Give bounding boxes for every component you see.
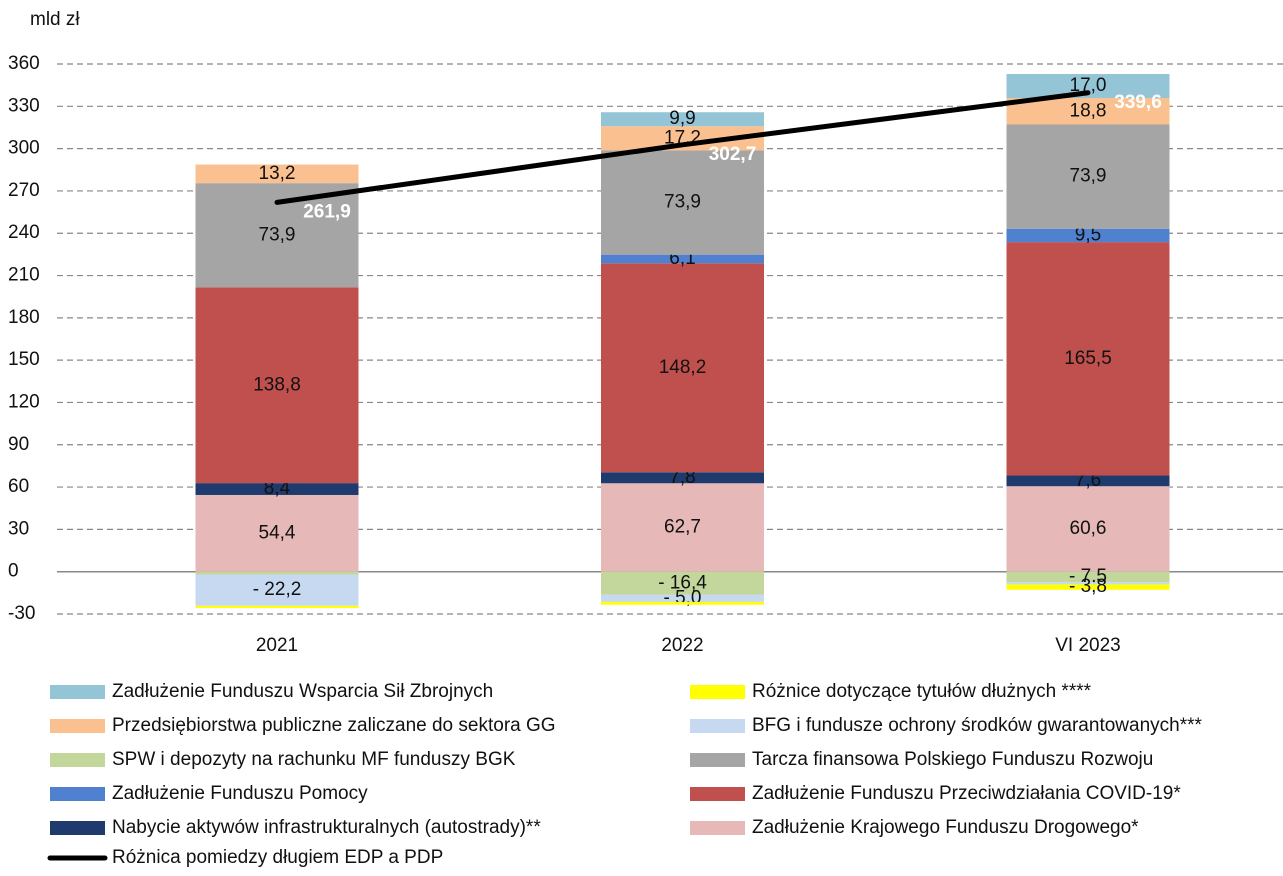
bar-segment	[1006, 475, 1170, 487]
x-tick-label: 2021	[256, 635, 298, 656]
data-label: 18,8	[1070, 100, 1107, 121]
legend-label: Nabycie aktywów infrastrukturalnych (aut…	[112, 817, 541, 838]
data-label: 8,4	[264, 478, 291, 499]
legend-label: Tarcza finansowa Polskiego Funduszu Rozw…	[752, 749, 1153, 770]
legend-swatch	[50, 753, 105, 767]
legend-label: Zadłużenie Funduszu Wsparcia Sił Zbrojny…	[112, 681, 493, 702]
bar-segment	[1006, 228, 1170, 243]
data-label: 60,6	[1070, 518, 1107, 539]
data-label: 9,9	[669, 108, 695, 129]
bar-segment	[195, 494, 359, 572]
data-label: 73,9	[259, 224, 296, 245]
legend-label: Zadłużenie Krajowego Funduszu Drogowego*	[752, 817, 1139, 838]
legend-label: BFG i fundusze ochrony środków gwarantow…	[752, 715, 1203, 736]
bar-segment	[195, 287, 359, 484]
line-label: 302,7	[709, 144, 757, 165]
y-tick-label: 0	[8, 561, 19, 582]
data-label: - 7,5	[1069, 566, 1107, 587]
bar-segment	[1006, 124, 1170, 229]
legend-label: Zadłużenie Funduszu Przeciwdziałania COV…	[752, 783, 1181, 804]
legend-label: Przedsiębiorstwa publiczne zaliczane do …	[112, 715, 556, 736]
data-label: 73,9	[1070, 166, 1107, 187]
bar-segment	[1006, 74, 1170, 98]
legend-label: SPW i depozyty na rachunku MF funduszy B…	[112, 749, 516, 770]
bar-segment	[1006, 571, 1170, 583]
legend-swatch	[690, 753, 745, 767]
bar-segment	[601, 263, 764, 473]
bar-segment	[195, 164, 359, 184]
bar-segment	[601, 254, 764, 264]
legend-label: Różnice dotyczące tytułów dłużnych ****	[752, 681, 1092, 702]
bar-segment	[1006, 97, 1170, 125]
data-label: 54,4	[259, 522, 296, 543]
data-label: 62,7	[664, 516, 701, 537]
bar-segment	[601, 483, 764, 572]
legend-swatch	[690, 787, 745, 801]
legend-label: Zadłużenie Funduszu Pomocy	[112, 783, 368, 804]
y-tick-label: 270	[8, 180, 40, 201]
y-axis-label: mld zł	[30, 9, 80, 30]
bar-segment	[1006, 584, 1170, 590]
bar-segment	[601, 601, 764, 605]
data-label: 17,0	[1070, 75, 1107, 96]
x-tick-label: 2022	[661, 635, 703, 656]
y-tick-label: 360	[8, 53, 40, 74]
bar-segment	[1006, 582, 1170, 585]
bar-segment	[1006, 242, 1170, 476]
data-label: 138,8	[253, 374, 301, 395]
data-label: 73,9	[664, 192, 701, 213]
y-tick-label: 240	[8, 222, 40, 243]
bar-segment	[601, 571, 764, 595]
y-tick-label: 90	[8, 434, 29, 455]
y-tick-label: 180	[8, 307, 40, 328]
x-tick-label: VI 2023	[1055, 635, 1121, 656]
y-tick-label: 30	[8, 518, 29, 539]
legend-swatch	[690, 685, 745, 699]
data-label: - 5,0	[663, 587, 701, 608]
y-tick-label: -30	[8, 603, 35, 624]
bar-segment	[601, 472, 764, 484]
bar-segment	[1006, 486, 1170, 572]
bar-segment	[195, 571, 359, 575]
bar-segment	[601, 594, 764, 602]
legend-swatch	[690, 821, 745, 835]
legend-swatch	[690, 719, 745, 733]
y-tick-label: 60	[8, 476, 29, 497]
bar-segment	[195, 483, 359, 495]
y-tick-label: 330	[8, 95, 40, 116]
data-label: - 16,4	[658, 572, 707, 593]
legend-swatch	[50, 821, 105, 835]
data-label: - 22,2	[253, 579, 302, 600]
bar-segment	[195, 605, 359, 608]
data-label: - 3,8	[1069, 576, 1107, 597]
y-tick-label: 210	[8, 265, 40, 286]
data-label: 165,5	[1064, 348, 1112, 369]
y-tick-label: 120	[8, 391, 40, 412]
data-label: 9,5	[1075, 224, 1101, 245]
data-label: 13,2	[259, 163, 296, 184]
legend-swatch	[50, 787, 105, 801]
legend-label: Różnica pomiedzy długiem EDP a PDP	[112, 847, 443, 868]
bar-segment	[195, 574, 359, 606]
legend-swatch	[50, 719, 105, 733]
line-label: 261,9	[303, 201, 351, 222]
data-label: 148,2	[659, 357, 707, 378]
bar-segment	[601, 150, 764, 255]
y-tick-label: 300	[8, 138, 40, 159]
y-tick-label: 150	[8, 349, 40, 370]
legend-swatch	[50, 685, 105, 699]
line	[274, 90, 1091, 205]
bar-segment	[601, 112, 764, 127]
line-label: 339,6	[1114, 92, 1162, 113]
